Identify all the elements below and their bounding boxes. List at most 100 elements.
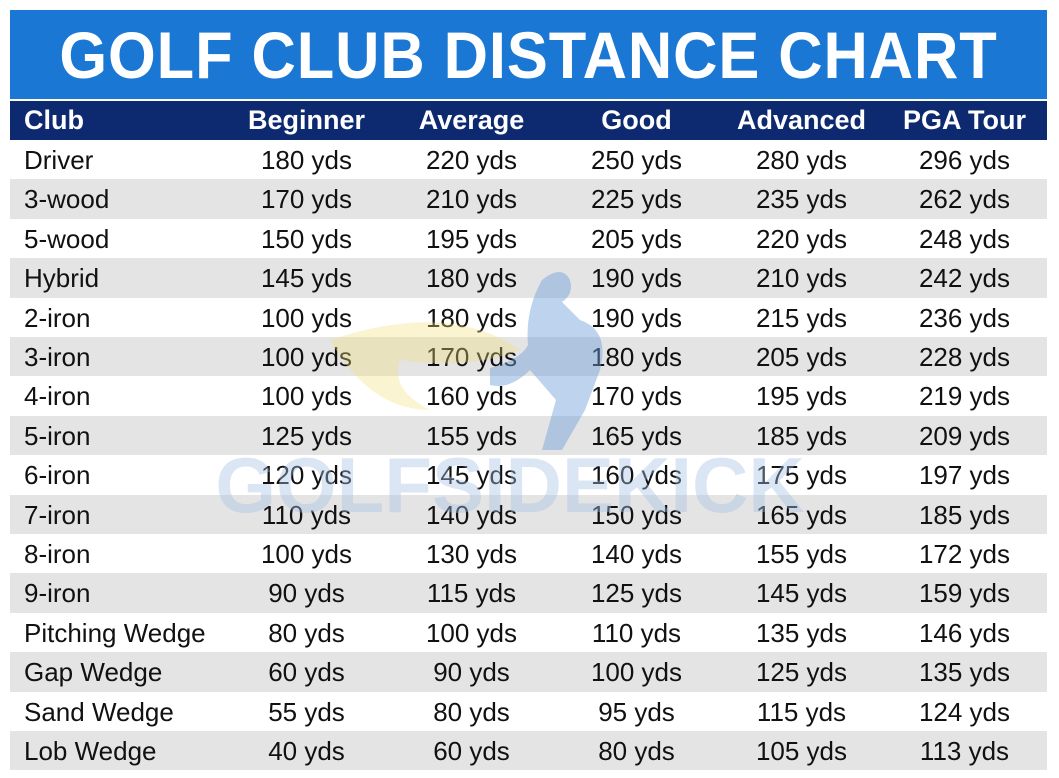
distance-cell: 210 yds — [425, 184, 518, 215]
club-name-cell: Gap Wedge — [24, 657, 163, 688]
distance-cell: 80 yds — [268, 617, 345, 648]
table-row: 9-iron 90 yds 115 yds 125 yds 145 yds 159 yds — [10, 573, 1047, 613]
distance-cell: 220 yds — [425, 145, 518, 175]
club-name-cell: 6-iron — [24, 460, 91, 491]
club-name-cell: Pitching Wedge — [24, 617, 206, 648]
club-name-cell: 4-iron — [24, 381, 91, 412]
distance-cell: 220 yds — [755, 223, 848, 254]
distance-cell: 110 yds — [591, 617, 682, 648]
distance-cell: 180 yds — [590, 342, 683, 372]
distance-cell: 90 yds — [433, 657, 510, 688]
header-average: Average — [418, 105, 525, 135]
distance-cell: 185 yds — [755, 420, 848, 451]
distance-cell: 110 yds — [261, 499, 352, 530]
distance-cell: 205 yds — [755, 342, 848, 372]
distance-cell: 180 yds — [260, 145, 353, 175]
table-row: Sand Wedge 55 yds 80 yds 95 yds 115 yds 124 y… — [10, 691, 1047, 731]
table-row: 5-wood 150 yds 195 yds 205 yds 220 yds 248 yd… — [10, 218, 1047, 259]
distance-cell: 205 yds — [590, 223, 683, 254]
distance-cell: 80 yds — [433, 696, 510, 727]
header-advanced: Advanced — [736, 105, 867, 135]
distance-cell: 100 yds — [590, 657, 683, 688]
distance-cell: 55 yds — [268, 696, 345, 727]
table-row: 7-iron 110 yds 140 yds 150 yds 165 yds 185 yd… — [10, 494, 1047, 534]
distance-cell: 100 yds — [260, 342, 353, 372]
table-row: 6-iron 120 yds 145 yds 160 yds 175 yds 197 yd… — [10, 455, 1047, 495]
distance-cell: 100 yds — [425, 617, 518, 648]
club-name-cell: Driver — [24, 145, 94, 175]
table-row: 5-iron 125 yds 155 yds 165 yds 185 yds 209 yd… — [10, 415, 1047, 456]
distance-cell: 175 yds — [755, 460, 848, 491]
distance-cell: 125 yds — [755, 657, 848, 688]
club-name-cell: Lob Wedge — [24, 736, 157, 766]
header-beginner: Beginner — [247, 105, 366, 135]
distance-cell: 120 yds — [260, 460, 353, 491]
distance-cell: 145 yds — [260, 263, 353, 294]
distance-cell: 228 yds — [918, 342, 1011, 372]
club-name-cell: 5-iron — [24, 420, 91, 451]
table-row: 8-iron 100 yds 130 yds 140 yds 155 yds 172 yd… — [10, 534, 1047, 574]
distance-cell: 80 yds — [598, 736, 675, 766]
distance-cell: 130 yds — [425, 539, 518, 569]
distance-cell: 262 yds — [918, 184, 1011, 215]
club-name-cell: 8-iron — [24, 539, 91, 569]
distance-cell: 170 yds — [260, 184, 353, 215]
distance-cell: 60 yds — [433, 736, 510, 766]
distance-cell: 100 yds — [260, 539, 353, 569]
distance-cell: 248 yds — [918, 223, 1011, 254]
distance-cell: 113 yds — [919, 736, 1010, 766]
header-good: Good — [601, 105, 672, 135]
club-name-cell: 2-iron — [24, 302, 91, 333]
table-row: Hybrid 145 yds 180 yds 190 yds 210 yds 242 yd… — [10, 258, 1047, 298]
table-row: Lob Wedge 40 yds 60 yds 80 yds 105 yds 113 yd… — [10, 731, 1047, 771]
title-banner: GOLF CLUB DISTANCE CHART — [10, 10, 1047, 99]
distance-cell: 165 yds — [755, 499, 848, 530]
table-row: 4-iron 100 yds 160 yds 170 yds 195 yds 219 yd… — [10, 376, 1047, 416]
header-pga-tour: PGA Tour — [903, 105, 1026, 135]
distance-cell: 145 yds — [425, 460, 518, 491]
distance-cell: 60 yds — [268, 657, 345, 688]
distance-cell: 180 yds — [425, 302, 518, 333]
table-row: Pitching Wedge 80 yds 100 yds 110 yds 135 yd… — [10, 612, 1047, 653]
distance-cell: 150 yds — [260, 223, 353, 254]
distance-cell: 190 yds — [590, 302, 683, 333]
distance-cell: 135 yds — [755, 617, 848, 648]
club-name-cell: Hybrid — [24, 263, 100, 294]
distance-cell: 172 yds — [918, 539, 1011, 569]
distance-cell: 155 yds — [755, 539, 848, 569]
distance-cell: 219 yds — [918, 381, 1011, 412]
club-name-cell: 3-wood — [24, 184, 110, 215]
distance-cell: 180 yds — [425, 263, 518, 294]
club-name-cell: 5-wood — [24, 223, 110, 254]
distance-cell: 100 yds — [260, 381, 353, 412]
distance-cell: 150 yds — [590, 499, 683, 530]
distance-cell: 170 yds — [425, 342, 518, 372]
distance-cell: 190 yds — [590, 263, 683, 294]
table-row: Gap Wedge 60 yds 90 yds 100 yds 125 yds 135 y… — [10, 652, 1047, 692]
distance-cell: 140 yds — [425, 499, 518, 530]
table-row: 3-wood 170 yds 210 yds 225 yds 235 yds 262 yd… — [10, 179, 1047, 219]
distance-cell: 155 yds — [425, 420, 518, 451]
distance-cell: 145 yds — [755, 578, 848, 609]
club-name-cell: 7-iron — [24, 499, 91, 530]
distance-cell: 210 yds — [755, 263, 848, 294]
distance-cell: 140 yds — [590, 539, 683, 569]
distance-cell: 160 yds — [590, 460, 683, 491]
distance-cell: 160 yds — [425, 381, 518, 412]
distance-cell: 195 yds — [425, 223, 518, 254]
distance-cell: 105 yds — [755, 736, 848, 766]
club-name-cell: 3-iron — [24, 342, 91, 372]
distance-cell: 115 yds — [426, 578, 517, 609]
distance-cell: 242 yds — [918, 263, 1011, 294]
distance-cell: 125 yds — [260, 420, 353, 451]
chart-title: GOLF CLUB DISTANCE CHART — [59, 17, 998, 92]
distance-cell: 135 yds — [918, 657, 1011, 688]
distance-cell: 95 yds — [598, 696, 675, 727]
distance-cell: 195 yds — [755, 381, 848, 412]
distance-cell: 115 yds — [756, 696, 847, 727]
distance-cell: 236 yds — [918, 302, 1011, 333]
distance-cell: 100 yds — [260, 302, 353, 333]
distance-cell: 185 yds — [918, 499, 1011, 530]
club-name-cell: 9-iron — [24, 578, 91, 609]
